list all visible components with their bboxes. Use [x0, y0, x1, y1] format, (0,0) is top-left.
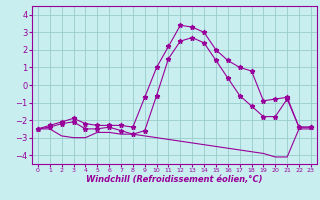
X-axis label: Windchill (Refroidissement éolien,°C): Windchill (Refroidissement éolien,°C)	[86, 175, 263, 184]
